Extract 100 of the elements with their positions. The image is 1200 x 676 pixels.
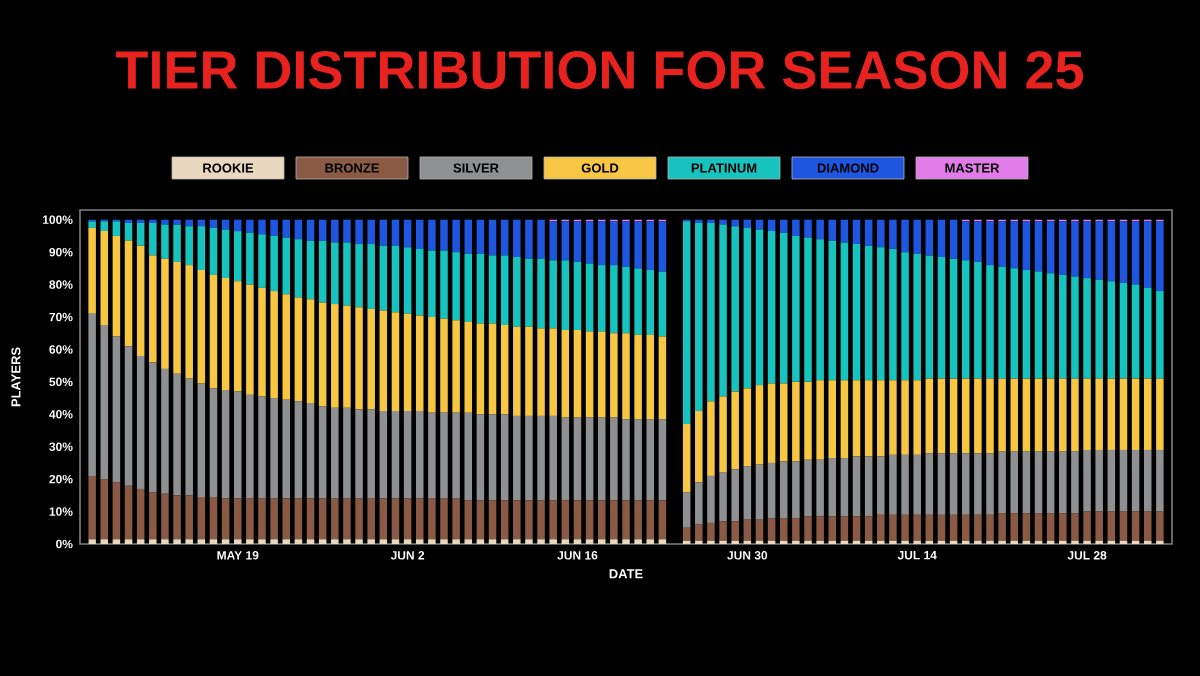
bar [622,221,630,267]
bar [391,312,400,412]
bar [864,219,873,246]
bar [695,222,703,412]
bar [961,514,970,541]
bar [573,329,582,418]
bar [1131,221,1140,285]
bar [828,219,837,241]
bar [173,373,181,496]
bar [1131,284,1140,379]
bar [840,516,849,541]
bar [331,304,339,408]
bar [476,219,485,254]
bar [1095,221,1103,280]
bar [792,461,800,519]
bar [379,498,388,540]
bar [610,333,618,418]
bar [549,500,557,540]
bar [585,221,594,264]
bar [767,518,776,541]
bar [331,407,339,499]
bar [112,221,121,236]
bar [597,265,606,332]
bar [864,516,873,541]
bar [707,522,715,541]
bar [112,482,121,540]
bar [124,240,133,347]
bar [1143,287,1152,379]
bar [597,500,606,540]
bar [1010,451,1019,514]
bar [440,250,448,319]
bar [1143,511,1152,541]
bar [622,500,630,540]
bar [1107,378,1116,450]
bar [974,378,982,454]
bar [731,219,739,227]
bar [258,234,266,288]
bar [961,453,970,515]
bar [270,498,278,540]
bar [1095,449,1103,512]
bar [513,257,521,327]
bar [658,336,667,420]
bar [1107,281,1116,379]
bar [415,411,424,499]
bar [1156,291,1164,379]
bar [682,492,691,528]
bar [428,219,436,251]
bar [1083,378,1091,450]
bar [682,527,691,541]
bar [221,498,230,540]
bar [695,411,703,483]
bar [88,313,96,476]
bar [343,407,351,499]
bar [646,221,655,270]
bar [428,412,436,499]
bar [998,378,1006,452]
bar [537,219,545,259]
bar [901,514,909,541]
bar [719,521,727,541]
bar [464,500,473,540]
bar [1022,378,1031,452]
bar [792,235,800,382]
bar [415,219,424,249]
bar [513,415,521,501]
bar [331,242,339,305]
bar [258,287,266,397]
bar [852,380,861,457]
bar [488,414,497,501]
bar [549,221,557,261]
bar [306,299,315,403]
bar [1143,449,1152,512]
bar [1059,451,1067,514]
bar [961,378,970,454]
bar [828,516,837,541]
bar [367,409,375,499]
bar [1156,449,1164,512]
bar [889,380,897,455]
bar [282,237,291,295]
bar [889,454,897,515]
bar [840,458,849,517]
bar [415,248,424,316]
bar [270,235,278,292]
bar [343,305,351,408]
bar [403,313,412,412]
bar [840,219,849,243]
bar [779,219,788,233]
bar [852,244,861,381]
bar [755,519,764,541]
bar [488,500,497,540]
bar [282,498,291,540]
bar [537,500,545,540]
bar [622,333,630,420]
bar [707,401,715,476]
bar [1107,511,1116,541]
bar [828,380,837,459]
bar [173,495,181,540]
bar [270,219,278,236]
bar [1131,511,1140,541]
bar [986,514,994,541]
bar [901,219,909,253]
